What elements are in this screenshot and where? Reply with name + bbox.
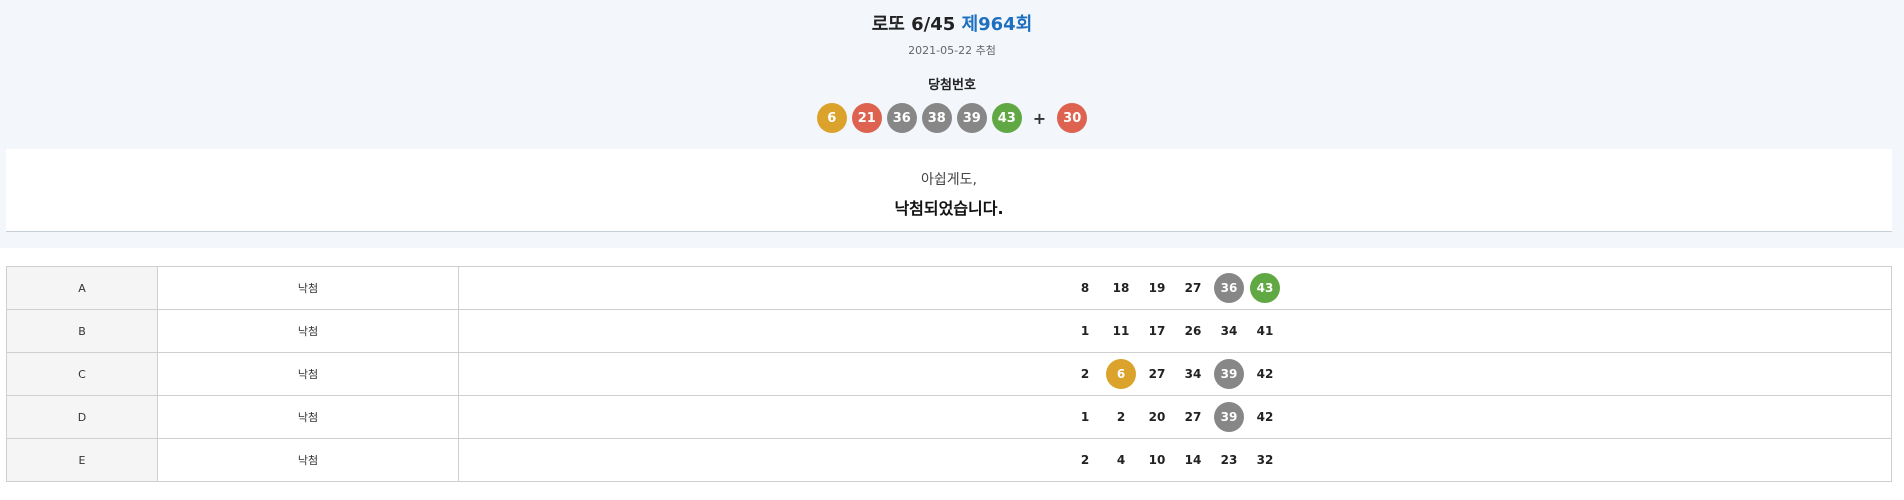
game-letter: B [7, 310, 158, 353]
game-number: 2 [1070, 445, 1100, 475]
game-number: 36 [1214, 273, 1244, 303]
game-numbers-cell: 1 2 20 27 39 42 [459, 396, 1892, 439]
winning-numbers-label: 당첨번호 [0, 74, 1904, 93]
game-number: 19 [1142, 273, 1172, 303]
game-number: 41 [1250, 316, 1280, 346]
game-number: 34 [1178, 359, 1208, 389]
game-numbers-cell: 1 11 17 26 34 41 [459, 310, 1892, 353]
title-prefix: 로또 6/45 [872, 14, 956, 35]
games-table: A 낙첨 8 18 19 27 36 43 B 낙첨 1 11 17 26 34 41 C 낙첨 2 6 27 34 39 4… [6, 266, 1892, 482]
game-numbers: 1 11 17 26 34 41 [1070, 316, 1280, 346]
game-number: 32 [1250, 445, 1280, 475]
game-number: 26 [1178, 316, 1208, 346]
game-numbers: 8 18 19 27 36 43 [1070, 273, 1280, 303]
game-letter: A [7, 267, 158, 310]
game-number: 42 [1250, 402, 1280, 432]
game-number: 1 [1070, 402, 1100, 432]
table-row: D 낙첨 1 2 20 27 39 42 [7, 396, 1892, 439]
bonus-ball: 30 [1057, 103, 1087, 133]
game-status: 낙첨 [158, 439, 459, 482]
game-letter: D [7, 396, 158, 439]
game-number: 6 [1106, 359, 1136, 389]
game-number: 2 [1106, 402, 1136, 432]
winning-ball: 43 [992, 103, 1022, 133]
winning-ball: 39 [957, 103, 987, 133]
game-number: 27 [1178, 273, 1208, 303]
game-number: 39 [1214, 359, 1244, 389]
plus-sign: + [1033, 109, 1046, 128]
table-row: C 낙첨 2 6 27 34 39 42 [7, 353, 1892, 396]
winning-ball: 38 [922, 103, 952, 133]
game-status: 낙첨 [158, 396, 459, 439]
game-number: 2 [1070, 359, 1100, 389]
game-status: 낙첨 [158, 267, 459, 310]
draw-date: 2021-05-22 추첨 [0, 42, 1904, 58]
game-number: 27 [1178, 402, 1208, 432]
table-row: B 낙첨 1 11 17 26 34 41 [7, 310, 1892, 353]
draw-header-section: 로또 6/45 제964회 2021-05-22 추첨 당첨번호 6 21 36… [0, 0, 1904, 248]
table-row: A 낙첨 8 18 19 27 36 43 [7, 267, 1892, 310]
game-number: 18 [1106, 273, 1136, 303]
game-number: 20 [1142, 402, 1172, 432]
game-numbers: 1 2 20 27 39 42 [1070, 402, 1280, 432]
winning-ball: 21 [852, 103, 882, 133]
game-number: 23 [1214, 445, 1244, 475]
game-number: 14 [1178, 445, 1208, 475]
winning-numbers: 6 21 36 38 39 43 + 30 [0, 103, 1904, 133]
game-numbers: 2 6 27 34 39 42 [1070, 359, 1280, 389]
game-number: 11 [1106, 316, 1136, 346]
game-number: 17 [1142, 316, 1172, 346]
result-message: 낙첨되었습니다. [6, 195, 1892, 219]
game-numbers-cell: 2 6 27 34 39 42 [459, 353, 1892, 396]
game-number: 4 [1106, 445, 1136, 475]
game-number: 1 [1070, 316, 1100, 346]
game-number: 43 [1250, 273, 1280, 303]
game-status: 낙첨 [158, 353, 459, 396]
winning-ball: 6 [817, 103, 847, 133]
game-numbers: 2 4 10 14 23 32 [1070, 445, 1280, 475]
game-number: 42 [1250, 359, 1280, 389]
round-number: 제964회 [962, 14, 1033, 35]
winning-ball: 36 [887, 103, 917, 133]
game-number: 39 [1214, 402, 1244, 432]
game-status: 낙첨 [158, 310, 459, 353]
result-subtitle: 아쉽게도, [6, 169, 1892, 189]
game-letter: C [7, 353, 158, 396]
game-number: 10 [1142, 445, 1172, 475]
game-letter: E [7, 439, 158, 482]
game-number: 34 [1214, 316, 1244, 346]
result-box: 아쉽게도, 낙첨되었습니다. [6, 149, 1892, 232]
game-numbers-cell: 2 4 10 14 23 32 [459, 439, 1892, 482]
game-number: 8 [1070, 273, 1100, 303]
game-number: 27 [1142, 359, 1172, 389]
game-numbers-cell: 8 18 19 27 36 43 [459, 267, 1892, 310]
table-row: E 낙첨 2 4 10 14 23 32 [7, 439, 1892, 482]
page-title: 로또 6/45 제964회 [0, 0, 1904, 36]
